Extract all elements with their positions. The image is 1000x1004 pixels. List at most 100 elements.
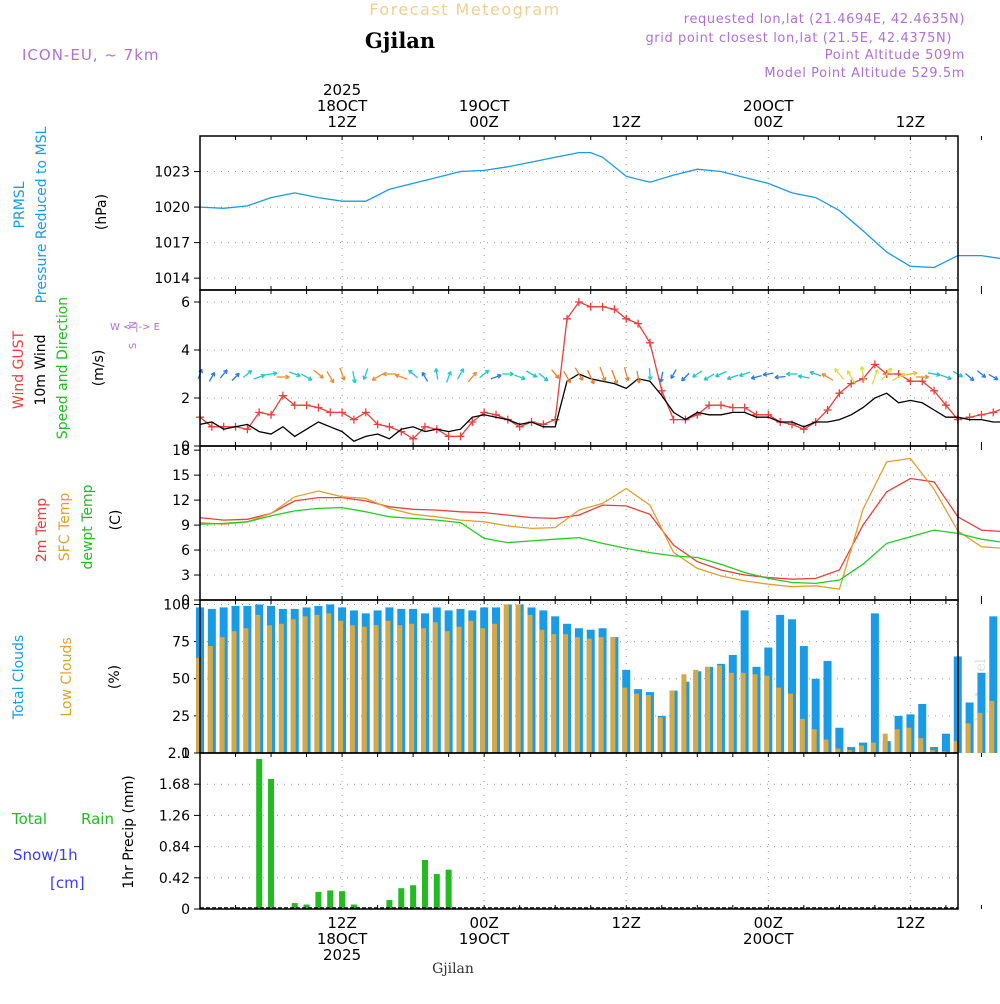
wind-tick-label: 6 (181, 295, 190, 311)
pressure-label-prmsl: PRMSL (12, 181, 28, 228)
precip-label-rain: Rain (81, 810, 114, 828)
gust-point (575, 298, 583, 306)
temp-label-sfc: SFC Temp (57, 493, 73, 562)
low-cloud-bar (871, 743, 876, 753)
low-cloud-bar (492, 624, 497, 753)
wind-arrow-head (835, 369, 836, 373)
low-cloud-bar (966, 723, 971, 753)
wind-arrow-head (485, 370, 489, 371)
low-cloud-bar (670, 691, 675, 753)
precip-tick-label: 0.42 (159, 871, 190, 887)
pressure-frame (200, 136, 958, 290)
wind-arrow (409, 370, 418, 377)
wind-arrow (693, 371, 702, 377)
wind-arrow-head (739, 376, 743, 377)
compass-s: S (128, 343, 139, 349)
precip-bar (339, 891, 345, 909)
cloud-label-low: Low Clouds (59, 637, 75, 716)
wind-arrow-shaft (575, 368, 582, 380)
location-title: Gjilan (365, 28, 435, 53)
wind-arrow (822, 374, 833, 380)
gust-point (338, 408, 346, 416)
compass-we: W <-|-> E (110, 322, 160, 333)
wind-arrow (327, 371, 334, 382)
precip-tick-label: 0.84 (159, 840, 190, 856)
low-cloud-bar (397, 625, 402, 753)
wind-arrow-head (435, 368, 436, 372)
gust-point (303, 401, 311, 409)
wind-arrow (491, 375, 501, 379)
wind-arrow-shaft (468, 372, 476, 382)
wind-arrow-head (355, 379, 356, 383)
gust-point (255, 408, 263, 416)
low-cloud-bar (634, 694, 639, 753)
low-cloud-bar (409, 624, 414, 753)
temperature-tick-label: 6 (181, 543, 190, 559)
wind-arrow (447, 372, 452, 383)
temperature-tick-label: 15 (172, 468, 190, 484)
wind-arrow-shaft (480, 370, 489, 378)
requested-coords: requested lon,lat (21.4694E, 42.4635N) (684, 12, 965, 27)
temperature-tick-label: 18 (172, 443, 190, 459)
wind-arrow (671, 370, 676, 379)
low-cloud-bar (883, 734, 888, 753)
cloud-label-total: Total Clouds (11, 635, 27, 720)
low-cloud-bar (551, 634, 556, 753)
precip-bar (410, 885, 416, 909)
wind-arrow (254, 374, 265, 379)
temperature-series-1 (200, 459, 1000, 590)
wind-arrow (928, 373, 940, 377)
wind-arrow (763, 372, 773, 376)
wind-frame (200, 290, 958, 446)
wind-label-unit: (m/s) (91, 350, 107, 387)
low-cloud-bar (599, 637, 604, 753)
temperature-tick-label: 3 (181, 568, 190, 584)
low-cloud-bar (622, 688, 627, 753)
temperature-series-0 (200, 479, 1000, 580)
wind-arrow (232, 373, 239, 380)
low-cloud-bar (421, 628, 426, 753)
wind-arrow-head (558, 374, 559, 378)
wind-series-0 (200, 302, 1000, 439)
pressure-tick-label: 1017 (154, 236, 190, 252)
low-cloud-bar (539, 630, 544, 753)
time-top-label: 00Z (469, 113, 498, 131)
clouds-tick-label: 50 (172, 672, 190, 688)
wind-arrow (835, 369, 844, 380)
gust-point (587, 303, 595, 311)
temp-label-2m: 2m Temp (34, 498, 50, 562)
wind-arrow (798, 375, 809, 379)
low-cloud-bar (433, 622, 438, 753)
low-cloud-bar (362, 627, 367, 753)
low-cloud-bar (610, 637, 615, 753)
low-cloud-bar (255, 615, 260, 753)
wind-label-10m: 10m Wind (33, 334, 49, 405)
wind-arrow (383, 372, 396, 376)
temp-label-unit: (C) (108, 510, 124, 531)
low-cloud-bar (267, 625, 272, 753)
wind-arrow (575, 368, 582, 380)
temperature-tick-label: 9 (181, 518, 190, 534)
low-cloud-bar (977, 713, 982, 753)
low-cloud-bar (906, 728, 911, 753)
wind-arrow-head (273, 372, 277, 373)
wind-arrow-head (261, 374, 265, 375)
wind-arrow-head (344, 376, 345, 380)
time-bottom-label: 19OCT (459, 930, 510, 948)
model-label: ICON-EU, ~ 7km (22, 46, 160, 64)
wind-arrow (265, 372, 277, 376)
wind-arrow (352, 371, 356, 383)
time-top-label: 12Z (612, 113, 641, 131)
wind-arrow (682, 373, 689, 380)
precip-tick-label: 1.68 (159, 777, 190, 793)
low-cloud-bar (374, 625, 379, 753)
low-cloud-bar (681, 674, 686, 753)
low-cloud-bar (314, 615, 319, 753)
gust-point (741, 404, 749, 412)
wind-arrow (502, 372, 513, 376)
low-cloud-bar (989, 701, 994, 753)
gust-point (670, 416, 678, 424)
wind-arrow-head (628, 377, 629, 381)
